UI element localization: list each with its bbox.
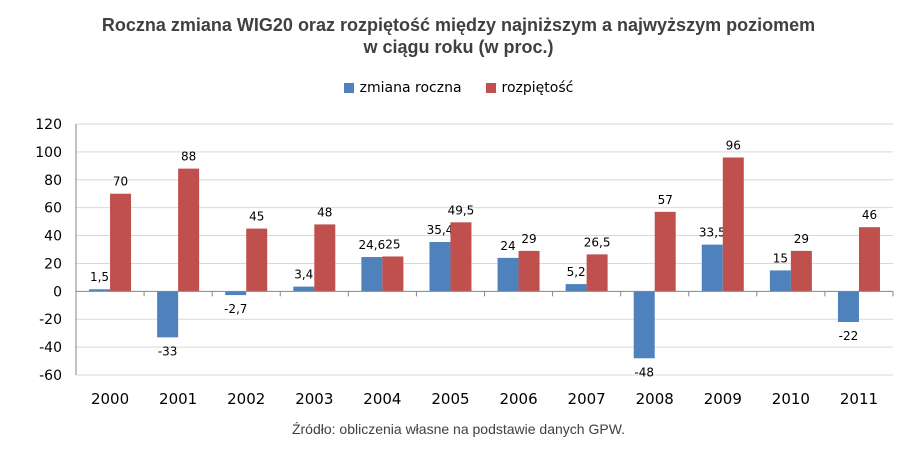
bar-rozpietosc-2011 (858, 227, 880, 292)
x-tick-label: 2002 (227, 390, 265, 408)
data-label: -48 (634, 365, 654, 379)
legend-label-series1: zmiana roczna (359, 80, 462, 96)
bar-zmiana-2006 (497, 257, 519, 292)
data-label: 96 (726, 138, 741, 152)
bar-rozpietosc-2001 (178, 168, 200, 292)
x-tick-label: 2003 (295, 390, 333, 408)
legend-item-series2: rozpiętość (485, 80, 574, 96)
x-tick-label: 2004 (363, 390, 401, 408)
data-label: 1,5 (90, 270, 109, 284)
data-label: 24,6 (359, 238, 386, 252)
bar-zmiana-2008 (633, 291, 655, 359)
data-label: 24 (500, 239, 515, 253)
x-tick-label: 2005 (431, 390, 469, 408)
x-tick-label: 2007 (568, 390, 606, 408)
y-tick-label: -20 (39, 312, 62, 328)
legend-label-series2: rozpiętość (501, 80, 574, 96)
bar-zmiana-2002 (225, 291, 247, 296)
data-label: -22 (839, 329, 859, 343)
bar-rozpietosc-2008 (654, 211, 676, 292)
bar-zmiana-2005 (429, 241, 451, 292)
bar-rozpietosc-2007 (586, 254, 608, 292)
data-label: 25 (385, 237, 400, 251)
data-label: 5,2 (567, 265, 586, 279)
bar-rozpietosc-2009 (722, 157, 744, 292)
data-label: 48 (317, 205, 332, 219)
y-tick-label: -60 (39, 368, 62, 384)
bar-rozpietosc-2003 (314, 224, 336, 292)
legend: zmiana roczna rozpiętość (0, 80, 917, 96)
bar-zmiana-2004 (361, 257, 383, 292)
bar-rozpietosc-2006 (518, 250, 540, 292)
data-label: -33 (158, 344, 178, 358)
bar-rozpietosc-2005 (450, 222, 472, 292)
bar-rozpietosc-2000 (110, 193, 132, 292)
x-tick-label: 2009 (704, 390, 742, 408)
chart-title-line1: Roczna zmiana WIG20 oraz rozpiętość międ… (101, 15, 816, 35)
data-label: -2,7 (224, 302, 247, 316)
x-tick-label: 2001 (159, 390, 197, 408)
data-label: 26,5 (584, 235, 611, 249)
bar-zmiana-2009 (701, 244, 723, 292)
data-label: 46 (862, 208, 877, 222)
bar-rozpietosc-2010 (790, 250, 812, 292)
x-tick-label: 2000 (91, 390, 129, 408)
data-label: 3,4 (294, 268, 313, 282)
y-tick-label: -40 (39, 340, 62, 356)
bar-zmiana-2010 (769, 270, 791, 292)
x-tick-label: 2010 (772, 390, 810, 408)
y-tick-label: 80 (44, 173, 62, 189)
bar-zmiana-2007 (565, 284, 587, 292)
source-note: Źródło: obliczenia własne na podstawie d… (291, 421, 626, 437)
data-label: 29 (521, 232, 536, 246)
y-tick-label: 0 (53, 284, 62, 300)
legend-swatch-series1 (343, 83, 354, 93)
bar-zmiana-2003 (293, 286, 315, 292)
data-label: 57 (658, 193, 673, 207)
y-tick-label: 40 (44, 229, 62, 245)
x-tick-label: 2006 (499, 390, 537, 408)
y-tick-label: 60 (44, 201, 62, 217)
chart-title: Roczna zmiana WIG20 oraz rozpiętość międ… (0, 14, 917, 58)
data-label: 88 (181, 150, 196, 164)
bar-rozpietosc-2002 (246, 228, 268, 292)
y-tick-label: 120 (35, 117, 62, 133)
chart-title-line2: w ciągu roku (w proc.) (363, 37, 554, 57)
bar-zmiana-2011 (837, 291, 859, 323)
bar-zmiana-2001 (157, 291, 179, 338)
data-label: 15 (773, 251, 788, 265)
data-label: 29 (794, 232, 809, 246)
bar-zmiana-2000 (89, 289, 111, 292)
y-tick-label: 100 (35, 145, 62, 161)
data-label: 49,5 (448, 203, 475, 217)
bar-rozpietosc-2004 (382, 256, 404, 292)
data-label: 33,5 (699, 226, 726, 240)
data-label: 45 (249, 210, 264, 224)
data-label: 70 (113, 175, 128, 189)
y-tick-label: 20 (44, 256, 62, 272)
x-tick-label: 2008 (636, 390, 674, 408)
legend-swatch-series2 (485, 83, 496, 93)
legend-item-series1: zmiana roczna (343, 80, 462, 96)
data-label: 35,4 (427, 223, 454, 237)
x-tick-label: 2011 (840, 390, 878, 408)
